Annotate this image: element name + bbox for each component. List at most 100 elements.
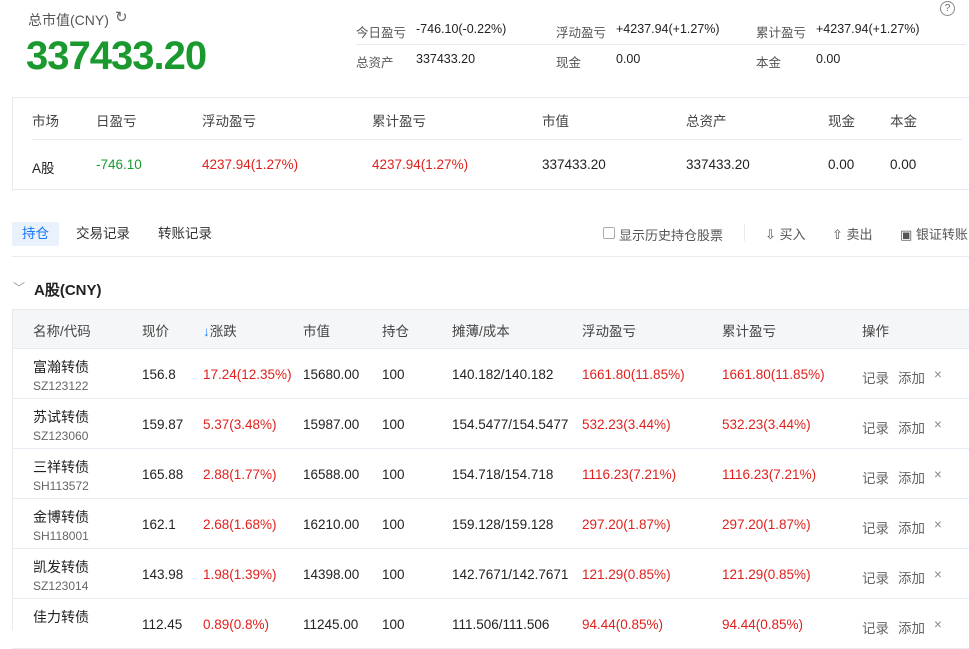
record-link[interactable]: 记录 — [862, 421, 889, 436]
stat-label: 累计盈亏 — [756, 26, 807, 40]
change: 2.88(1.77%) — [203, 467, 277, 482]
buy-button[interactable]: ⇩ 买入 — [765, 224, 806, 243]
show-history-checkbox[interactable] — [603, 227, 615, 239]
stat-value: 0.00 — [816, 52, 841, 66]
add-link[interactable]: 添加 — [898, 621, 925, 636]
show-history-label[interactable]: 显示历史持仓股票 — [619, 228, 724, 243]
cost: 140.182/140.182 — [452, 367, 554, 382]
tab-2[interactable]: 转账记录 — [158, 226, 212, 241]
bond-code: SH113572 — [33, 479, 89, 493]
stat-value: -746.10(-0.22%) — [416, 22, 507, 36]
cost: 159.128/159.128 — [452, 517, 554, 532]
float-pnl: 297.20(1.87%) — [582, 517, 671, 532]
holdings-col-header: 持仓 — [382, 320, 409, 340]
table-row: 金博转债 SH118001 162.1 2.68(1.68%) 16210.00… — [12, 499, 969, 549]
market-col-header: 市场 — [32, 114, 59, 129]
record-link[interactable]: 记录 — [862, 521, 889, 536]
bond-code: SH118001 — [33, 529, 89, 543]
record-link[interactable]: 记录 — [862, 371, 889, 386]
stat-value: +4237.94(+1.27%) — [816, 22, 920, 36]
collapse-chevron-icon[interactable]: ﹀ — [13, 281, 26, 295]
market-col-header: 本金 — [890, 114, 917, 129]
record-link[interactable]: 记录 — [862, 571, 889, 586]
price: 143.98 — [142, 567, 184, 582]
record-link[interactable]: 记录 — [862, 621, 889, 636]
header-label: 累计盈亏 — [722, 324, 776, 339]
add-link[interactable]: 添加 — [898, 571, 925, 586]
stat-label: 总资产 — [356, 56, 394, 70]
header-label: 市值 — [303, 324, 330, 339]
help-icon[interactable]: ? — [940, 1, 955, 16]
holdings-header — [12, 309, 969, 349]
price: 162.1 — [142, 517, 176, 532]
stat-label: 浮动盈亏 — [556, 26, 607, 40]
price: 112.45 — [142, 617, 183, 632]
remove-icon[interactable]: × — [934, 467, 942, 482]
market-cell: 4237.94(1.27%) — [202, 157, 299, 172]
price: 159.87 — [142, 417, 184, 432]
sort-desc-icon: ↓ — [203, 324, 210, 339]
market-value: 15987.00 — [303, 417, 360, 432]
market-value: 16588.00 — [303, 467, 360, 482]
quantity: 100 — [382, 567, 405, 582]
market-value: 16210.00 — [303, 517, 360, 532]
bond-name[interactable]: 富瀚转债 — [33, 359, 89, 375]
add-link[interactable]: 添加 — [898, 521, 925, 536]
market-col-header: 现金 — [828, 114, 855, 129]
transfer-icon: ▣ — [900, 227, 913, 242]
market-value: 11245.00 — [303, 617, 359, 632]
holdings-col-header: 浮动盈亏 — [582, 320, 636, 340]
bond-name[interactable]: 金博转债 — [33, 509, 89, 525]
change: 2.68(1.68%) — [203, 517, 277, 532]
holdings-col-header: 累计盈亏 — [722, 320, 776, 340]
stat-label: 现金 — [556, 56, 582, 70]
add-link[interactable]: 添加 — [898, 371, 925, 386]
table-row: 佳力转债 112.45 0.89(0.8%) 11245.00 100 111.… — [12, 599, 969, 649]
buy-icon: ⇩ — [765, 227, 776, 242]
header-label: 名称/代码 — [33, 324, 91, 339]
tab-0[interactable]: 持仓 — [12, 222, 59, 246]
cost: 154.718/154.718 — [452, 467, 554, 482]
table-row: 凯发转债 SZ123014 143.98 1.98(1.39%) 14398.0… — [12, 549, 969, 599]
market-value: 14398.00 — [303, 567, 360, 582]
market-cell: 0.00 — [890, 157, 917, 172]
market-cell: A股 — [32, 161, 55, 176]
total-value: 337433.20 — [26, 34, 207, 78]
stat-value: +4237.94(+1.27%) — [616, 22, 720, 36]
total-pnl: 121.29(0.85%) — [722, 567, 811, 582]
add-link[interactable]: 添加 — [898, 421, 925, 436]
remove-icon[interactable]: × — [934, 417, 942, 432]
total-pnl: 1661.80(11.85%) — [722, 367, 825, 382]
bond-name[interactable]: 凯发转债 — [33, 559, 89, 575]
float-pnl: 121.29(0.85%) — [582, 567, 671, 582]
bond-name[interactable]: 佳力转债 — [33, 609, 89, 625]
market-value: 15680.00 — [303, 367, 360, 382]
record-link[interactable]: 记录 — [862, 471, 889, 486]
bond-code: SZ123060 — [33, 429, 89, 443]
remove-icon[interactable]: × — [934, 517, 942, 532]
refresh-icon[interactable]: ↻ — [115, 9, 128, 26]
transfer-button[interactable]: ▣ 银证转账 — [900, 224, 968, 243]
market-cell: 0.00 — [828, 157, 855, 172]
remove-icon[interactable]: × — [934, 617, 942, 632]
quantity: 100 — [382, 417, 405, 432]
change: 1.98(1.39%) — [203, 567, 277, 582]
tab-1[interactable]: 交易记录 — [76, 226, 130, 241]
cost: 142.7671/142.7671 — [452, 567, 569, 582]
change: 17.24(12.35%) — [203, 367, 292, 382]
bond-name[interactable]: 三祥转债 — [33, 459, 89, 475]
total-pnl: 94.44(0.85%) — [722, 617, 804, 632]
float-pnl: 94.44(0.85%) — [582, 617, 664, 632]
remove-icon[interactable]: × — [934, 567, 942, 582]
remove-icon[interactable]: × — [934, 367, 942, 382]
market-cell: 4237.94(1.27%) — [372, 157, 469, 172]
header-label: 操作 — [862, 324, 889, 339]
market-col-header: 日盈亏 — [96, 114, 137, 129]
sell-button[interactable]: ⇧ 卖出 — [832, 224, 873, 243]
add-link[interactable]: 添加 — [898, 471, 925, 486]
section-title: A股(CNY) — [34, 282, 102, 299]
holdings-col-header[interactable]: ↓涨跌 — [203, 320, 237, 340]
holdings-col-header: 摊薄/成本 — [452, 320, 510, 340]
bond-name[interactable]: 苏试转债 — [33, 409, 89, 425]
quantity: 100 — [382, 517, 405, 532]
